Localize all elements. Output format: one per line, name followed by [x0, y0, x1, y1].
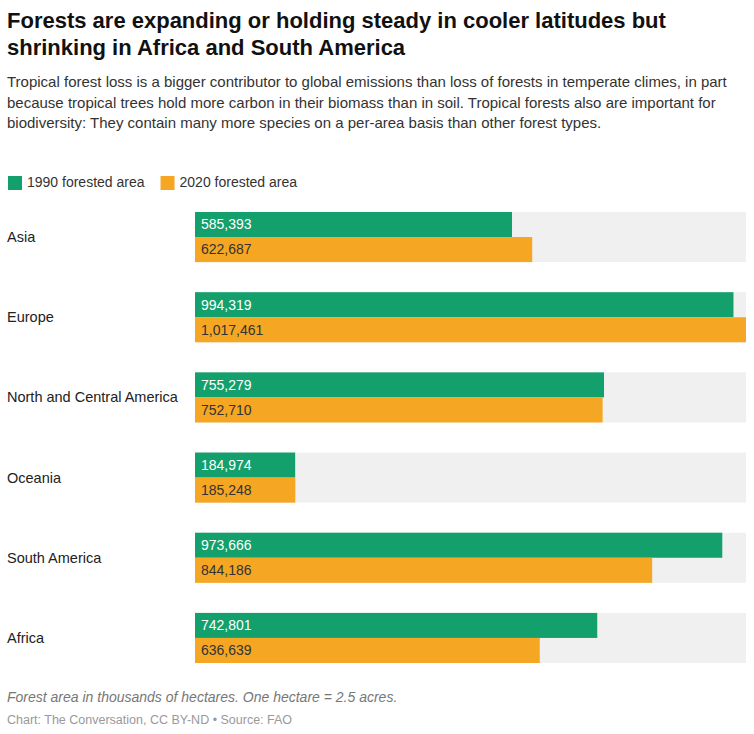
bar: [195, 558, 652, 583]
data-label: 755,279: [201, 377, 252, 393]
track: [195, 292, 746, 342]
bar: [195, 317, 746, 342]
category-label: Europe: [7, 309, 54, 325]
data-label: 994,319: [201, 297, 252, 313]
bar: [195, 638, 540, 663]
bar: [195, 292, 733, 317]
bar: [195, 453, 295, 478]
bar: [195, 613, 597, 638]
credit: Chart: The Conversation, CC BY-ND • Sour…: [7, 713, 292, 727]
legend-swatch: [161, 176, 175, 190]
category-label: Africa: [7, 630, 45, 646]
data-label: 184,974: [201, 457, 252, 473]
bar: [195, 237, 532, 262]
subtitle-line: Tropical forest loss is a bigger contrib…: [7, 73, 728, 90]
legend-label: 2020 forested area: [180, 174, 298, 190]
legend-swatch: [8, 176, 22, 190]
data-label: 973,666: [201, 537, 252, 553]
category-label: South America: [7, 550, 102, 566]
bar: [195, 372, 604, 397]
bars: [195, 212, 746, 663]
track: [195, 533, 746, 583]
bar: [195, 397, 603, 422]
track: [195, 212, 746, 262]
category-label: Oceania: [7, 470, 62, 486]
chart: Forests are expanding or holding steady …: [0, 0, 754, 734]
track: [195, 372, 746, 422]
data-label: 585,393: [201, 216, 252, 232]
data-label: 742,801: [201, 617, 252, 633]
subtitle-line: biodiversity: They contain many more spe…: [7, 114, 601, 131]
subtitle-line: because tropical trees hold more carbon …: [7, 94, 716, 111]
legend-label: 1990 forested area: [27, 174, 145, 190]
data-label: 1,017,461: [201, 322, 263, 338]
track: [195, 453, 746, 503]
category-labels: Asia Europe North and Central America Ocean…: [7, 229, 179, 646]
category-label: North and Central America: [7, 389, 179, 405]
title-line: Forests are expanding or holding steady …: [7, 8, 667, 33]
caption: Forest area in thousands of hectares. On…: [7, 689, 397, 705]
data-label: 185,248: [201, 482, 252, 498]
category-label: Asia: [7, 229, 36, 245]
title: Forests are expanding or holding steady …: [7, 8, 667, 60]
data-labels: 585,393 994,319 755,279 184,974 973,666 742,8…: [201, 216, 263, 658]
tracks: [195, 212, 746, 663]
track: [195, 613, 746, 663]
bar: [195, 533, 722, 558]
bar: [195, 212, 512, 237]
data-label: 636,639: [201, 642, 252, 658]
data-label: 844,186: [201, 562, 252, 578]
bar: [195, 478, 295, 503]
title-line: shrinking in Africa and South America: [7, 35, 406, 60]
data-label: 622,687: [201, 241, 252, 257]
data-label: 752,710: [201, 402, 252, 418]
subtitle: Tropical forest loss is a bigger contrib…: [7, 73, 728, 131]
